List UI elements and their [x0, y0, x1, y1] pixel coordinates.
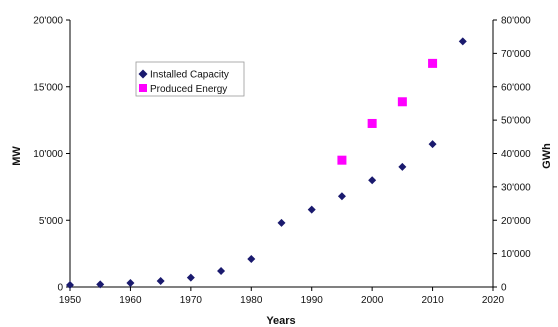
y-right-tick-label: 50'000 — [501, 116, 531, 127]
y-right-tick-label: 80'000 — [501, 16, 531, 27]
y-right-tick-label: 60'000 — [501, 82, 531, 93]
y-right-tick-label: 70'000 — [501, 49, 531, 60]
x-ticks: 1950 1960 1970 1980 1990 2000 2010 2020 — [59, 287, 505, 306]
x-tick-label: 1950 — [59, 295, 82, 306]
installed-capacity-point — [368, 176, 377, 185]
installed-capacity-point — [66, 280, 74, 289]
produced-energy-point — [337, 155, 347, 165]
y-left-ticks: 0 5'000 10'000 15'000 20'000 — [33, 16, 70, 294]
installed-capacity-point — [156, 276, 165, 285]
x-tick-label: 1970 — [180, 295, 203, 306]
installed-capacity-point — [398, 162, 407, 171]
y-right-tick-label: 20'000 — [501, 216, 531, 227]
installed-capacity-point — [337, 192, 346, 201]
y-left-tick-label: 5'000 — [39, 216, 64, 227]
x-tick-label: 2020 — [482, 295, 505, 306]
installed-capacity-point — [428, 140, 437, 149]
installed-capacity-point — [217, 266, 226, 275]
y-right-ticks: 0 10'000 20'000 30'000 40'000 50'000 60'000 70'… — [493, 16, 531, 294]
y-right-axis-title: GWh — [541, 143, 553, 169]
legend: Installed Capacity Produced Energy — [135, 61, 245, 97]
installed-capacity-point — [186, 273, 195, 282]
y-left-tick-label: 15'000 — [33, 82, 63, 93]
y-left-tick-label: 20'000 — [33, 16, 63, 27]
legend-label-installed-capacity: Installed Capacity — [150, 70, 229, 81]
x-tick-label: 1990 — [301, 295, 324, 306]
y-left-tick-label: 0 — [57, 283, 63, 294]
produced-energy-point — [428, 58, 438, 68]
x-tick-label: 1980 — [240, 295, 263, 306]
y-left-axis-title: MW — [11, 146, 23, 166]
installed-capacity-point — [458, 37, 467, 46]
series-layer — [66, 37, 467, 289]
legend-label-produced-energy: Produced Energy — [150, 84, 227, 95]
legend-box — [135, 61, 245, 97]
y-left-tick-label: 10'000 — [33, 149, 63, 160]
installed-capacity-point — [247, 254, 256, 263]
x-tick-label: 1960 — [119, 295, 142, 306]
legend-diamond-marker — [138, 69, 148, 79]
installed-capacity-point — [307, 205, 316, 214]
y-right-tick-label: 40'000 — [501, 149, 531, 160]
legend-square-marker — [139, 84, 147, 92]
y-right-tick-label: 0 — [501, 283, 507, 294]
x-tick-label: 2000 — [361, 295, 384, 306]
y-right-tick-label: 10'000 — [501, 249, 531, 260]
y-right-tick-label: 30'000 — [501, 182, 531, 193]
produced-energy-point — [367, 118, 377, 128]
installed-capacity-point — [277, 218, 286, 227]
x-axis-title: Years — [266, 315, 295, 327]
installed-capacity-point — [126, 278, 135, 287]
x-tick-label: 2010 — [421, 295, 444, 306]
produced-energy-point — [397, 97, 407, 107]
installed-capacity-point — [96, 280, 105, 289]
